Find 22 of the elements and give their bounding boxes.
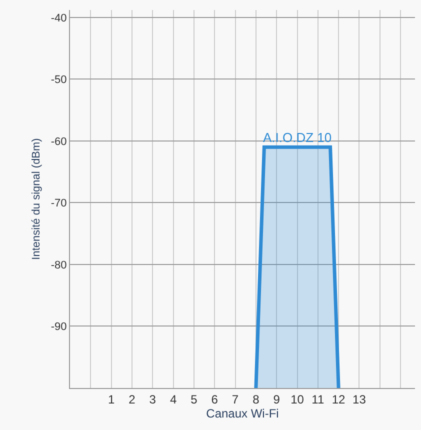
x-tick-label: 9 <box>273 392 280 406</box>
y-tick-label: -60 <box>50 136 67 148</box>
x-tick-label: 1 <box>108 392 115 406</box>
y-tick-label: -70 <box>50 198 67 210</box>
x-tick-label: 8 <box>252 392 260 406</box>
x-tick-label: 7 <box>232 392 239 406</box>
x-tick-label: 2 <box>128 392 136 406</box>
y-tick-label: -40 <box>50 12 67 24</box>
x-tick-label: 4 <box>170 392 177 406</box>
y-tick-label: -80 <box>50 259 67 272</box>
x-tick-label: 3 <box>149 392 156 406</box>
x-tick-label: 6 <box>211 392 218 406</box>
x-tick-label: 10 <box>290 392 304 406</box>
x-axis-title: Canaux Wi-Fi <box>206 406 279 420</box>
series-label: A.I.O.DZ 10 <box>263 130 332 145</box>
x-tick-label: 5 <box>190 392 198 406</box>
y-tick-label: -90 <box>50 321 67 334</box>
y-axis-title: Intensité du signal (dBm) <box>30 138 43 260</box>
x-tick-label: 12 <box>332 392 346 406</box>
x-tick-label: 13 <box>352 392 366 406</box>
y-tick-label: -50 <box>50 74 67 86</box>
x-tick-label: 11 <box>312 392 324 406</box>
